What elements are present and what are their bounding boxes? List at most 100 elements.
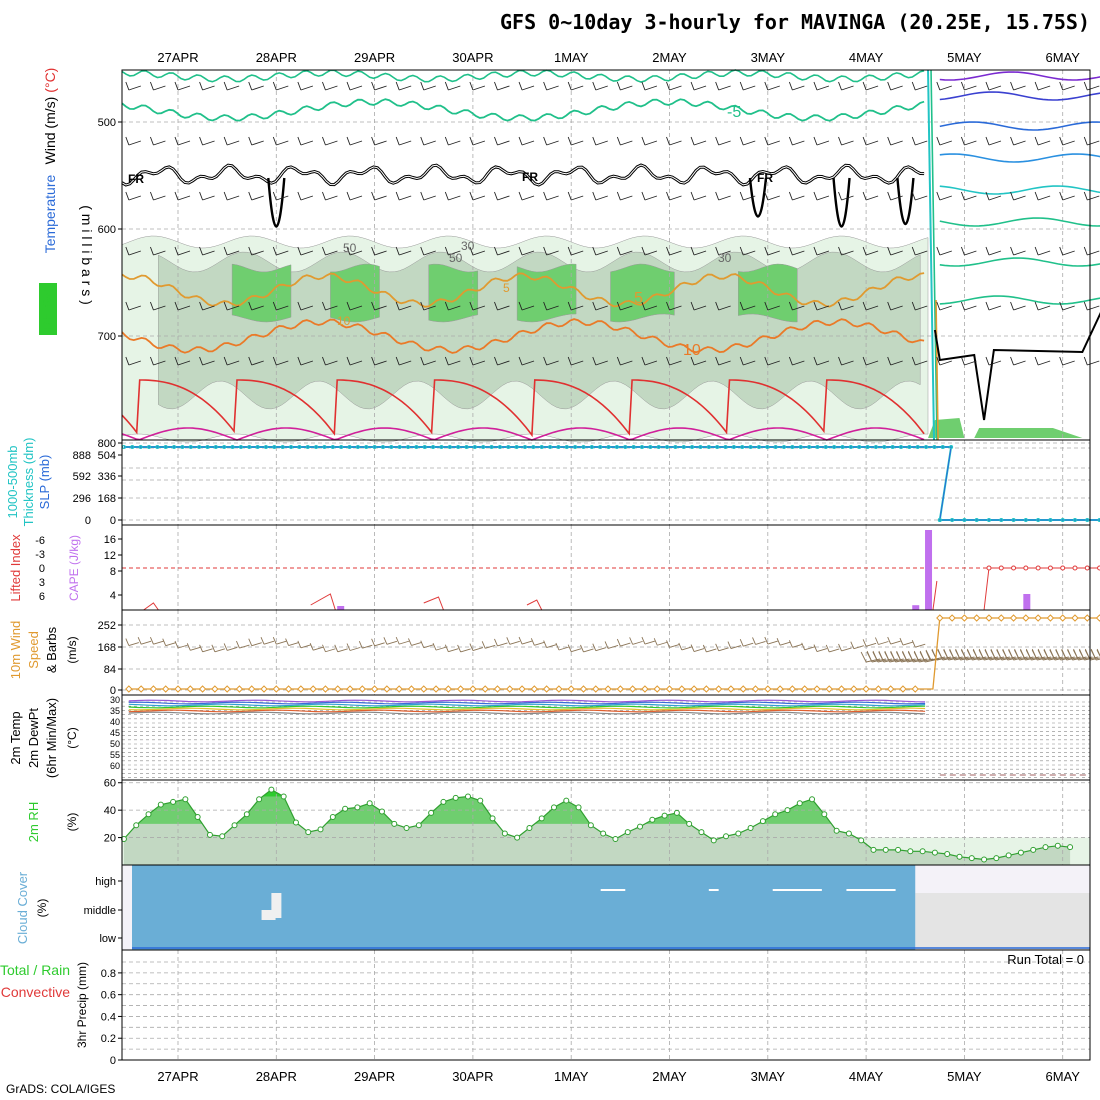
- wind-barb: [1083, 81, 1100, 91]
- rh-point: [120, 835, 127, 842]
- thickness-point: [1060, 518, 1065, 522]
- rh-point: [440, 798, 447, 805]
- thickness-point: [882, 445, 887, 449]
- x-tick-label-top: 30APR: [452, 50, 493, 65]
- wind-barb: [322, 81, 338, 91]
- y-tick-label: 40: [104, 805, 116, 817]
- cape-bar: [925, 530, 933, 610]
- wind-barb: [690, 356, 707, 366]
- wind-barb: [395, 81, 412, 91]
- x-tick-label-bottom: 5MAY: [947, 1069, 982, 1084]
- wind-barb: [1059, 301, 1075, 311]
- thickness-point: [648, 445, 653, 449]
- rh-point: [1054, 842, 1061, 849]
- rh-point: [919, 848, 926, 855]
- wind-barb: [666, 246, 682, 256]
- thickness-point: [723, 445, 728, 449]
- rh-point: [1017, 849, 1024, 856]
- wind-barb: [862, 81, 879, 91]
- cloud-low-middle: [915, 893, 1090, 950]
- wind-barb: [887, 246, 903, 256]
- thickness-point: [756, 445, 761, 449]
- x-tick-label-top: 6MAY: [1045, 50, 1080, 65]
- wind-barb: [346, 643, 361, 651]
- y-axis-label: 10m Wind: [8, 621, 23, 680]
- wind-barb: [297, 301, 314, 311]
- wind-barb: [715, 81, 731, 91]
- thickness-point: [924, 445, 929, 449]
- rh-point: [452, 794, 459, 801]
- rh-point: [587, 822, 594, 829]
- thickness-point: [950, 518, 955, 522]
- y-axis-units: ( m i l l i b a r s ): [79, 205, 95, 305]
- y-axis-label: Thickness (dm): [21, 438, 36, 527]
- rh-point: [968, 855, 975, 862]
- rh-point: [182, 796, 189, 803]
- y-axis-label-part: Thickness (dm): [21, 438, 36, 527]
- thickness-point: [305, 445, 310, 449]
- rh-point: [329, 814, 336, 821]
- x-tick-label-bottom: 1MAY: [554, 1069, 589, 1084]
- wind-barb: [272, 636, 287, 645]
- wind-barb: [567, 644, 582, 653]
- thickness-point: [497, 445, 502, 449]
- wind-barb: [739, 356, 756, 366]
- wind-barb: [690, 191, 707, 201]
- wind-barb: [788, 191, 805, 201]
- wind-barb: [690, 246, 707, 256]
- wind-barb: [1010, 356, 1026, 366]
- thickness-point: [790, 445, 795, 449]
- thickness-point: [915, 445, 920, 449]
- y-tick-label: 168: [98, 642, 116, 654]
- rh-point: [845, 830, 852, 837]
- wind-barb: [960, 81, 977, 91]
- wind-barb: [186, 643, 201, 651]
- rh-point: [526, 824, 533, 831]
- thickness-point: [280, 445, 285, 449]
- wind-barb: [813, 81, 830, 91]
- freezing-level-dip: [748, 177, 768, 218]
- wind-barb: [1034, 81, 1051, 91]
- wind-barb: [199, 301, 215, 311]
- thickness-point: [631, 445, 636, 449]
- wind-barb: [813, 191, 830, 201]
- wind-barb: [518, 136, 535, 146]
- wind-barb: [272, 301, 289, 311]
- x-tick-label-bottom: 6MAY: [1045, 1069, 1080, 1084]
- y-tick-label-left: 336: [98, 471, 116, 483]
- thickness-point: [907, 445, 912, 449]
- wind-barb: [1010, 301, 1026, 311]
- wind-speed-point: [1083, 614, 1091, 622]
- thickness-point: [589, 445, 594, 449]
- wind-barb: [223, 191, 240, 201]
- thickness-point: [272, 445, 277, 449]
- wind-speed-point: [874, 685, 883, 693]
- wind-barb: [1034, 356, 1051, 366]
- y-tick-label: 600: [98, 224, 116, 236]
- thickness-point: [698, 445, 703, 449]
- wind-barb: [420, 640, 434, 649]
- y-axis-units: (°C): [65, 727, 79, 748]
- wind-barb: [469, 246, 486, 256]
- y-axis-label-part: Speed: [26, 631, 41, 669]
- wind-barb: [592, 136, 608, 146]
- wind-barb: [911, 640, 926, 648]
- thickness-point: [155, 445, 160, 449]
- front-line: [930, 69, 938, 441]
- wind-barb: [469, 136, 486, 146]
- wind-barb: [1010, 136, 1026, 146]
- thickness-point: [548, 445, 553, 449]
- lifted-line: [526, 599, 543, 611]
- wind-barb: [223, 81, 240, 91]
- temp-line: [128, 699, 926, 703]
- wind-barb: [764, 301, 780, 311]
- wind-barb: [494, 301, 510, 311]
- wind-barb: [911, 301, 928, 311]
- y-axis-label-part: RH (%): [40, 288, 55, 331]
- y-axis-label: Wind (m/s) (°C): [42, 68, 58, 165]
- wind-barb: [985, 246, 1002, 256]
- thickness-point: [840, 445, 845, 449]
- wind-barb: [322, 356, 338, 366]
- wind-barb: [137, 637, 152, 645]
- thickness-point: [614, 445, 619, 449]
